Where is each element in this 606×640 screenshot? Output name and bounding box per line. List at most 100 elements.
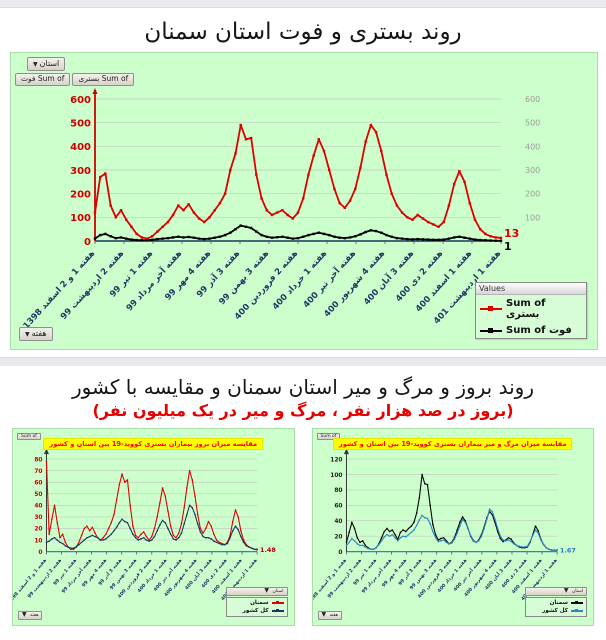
sum-of-deaths-button[interactable]: Sum of فوت (15, 73, 71, 86)
legend-item-hospitalized: Sum of بستری (476, 295, 586, 322)
legend-box: سمنان کل کشور (525, 597, 587, 617)
week-filter-label: هفته (329, 613, 338, 619)
section-title: روند بروز و مرگ و میر استان سمنان و مقای… (72, 375, 534, 399)
mortality-value-button[interactable]: Sum of (316, 433, 341, 441)
incidence-chart-legend: استان ▼ سمنان کل کشور (225, 577, 288, 617)
svg-text:100: 100 (330, 473, 342, 479)
window-top-strip (0, 0, 606, 8)
legend-item-country: کل کشور (230, 607, 284, 615)
filter-dropdown-icon: ▼ (264, 587, 269, 595)
legend-item-country: کل کشور (529, 607, 583, 615)
country-series-marker (271, 608, 284, 612)
legend-box: سمنان کل کشور (225, 597, 288, 617)
legend-label-country: کل کشور (542, 608, 568, 614)
svg-text:80: 80 (34, 457, 42, 463)
mortality-chart-legend: استان ▼ سمنان کل کشور (525, 577, 587, 617)
week-filter-label: هفته (31, 329, 47, 339)
svg-text:400: 400 (70, 142, 91, 153)
svg-text:هفته 3 بهمن 99: هفته 3 بهمن 99 (217, 249, 271, 307)
sum-of-hospitalized-button[interactable]: Sum of بستری (72, 73, 135, 86)
svg-text:20: 20 (34, 527, 42, 533)
pivot-value-buttons: Sum of فوت Sum of بستری (15, 73, 135, 86)
svg-text:80: 80 (334, 488, 342, 494)
svg-text:1: 1 (504, 240, 512, 253)
mortality-province-filter-button[interactable]: استان ▼ (525, 587, 587, 596)
svg-text:100: 100 (525, 213, 540, 222)
filter-dropdown-icon: ▼ (22, 611, 27, 619)
svg-text:600: 600 (70, 95, 91, 106)
semnan-series-marker (571, 600, 583, 604)
svg-text:0: 0 (84, 237, 91, 248)
country-series-marker (571, 608, 583, 612)
page-title: روند بستری و فوت استان سمنان (144, 19, 462, 45)
legend-item-semnan: سمنان (230, 599, 284, 607)
filter-dropdown-icon: ▼ (563, 587, 569, 595)
svg-text:هفته 2 دی 400: هفته 2 دی 400 (500, 558, 528, 590)
filter-dropdown-icon: ▼ (33, 61, 38, 68)
mortality-chart-title: مقایسه میزان مرگ و میر بیماران بستری کوو… (332, 438, 573, 450)
svg-text:0: 0 (338, 550, 342, 556)
svg-text:300: 300 (525, 166, 540, 175)
svg-text:10: 10 (34, 538, 42, 544)
filter-dropdown-icon: ▼ (321, 611, 327, 619)
week-filter-button[interactable]: هفته▼ (19, 327, 53, 341)
province-filter-button[interactable]: استان▼ (27, 57, 66, 71)
incidence-chart-title: مقایسه میزان بروز بیماران بستری کووید-19… (43, 438, 264, 450)
semnan-series-marker (271, 600, 284, 604)
section-divider (0, 357, 606, 366)
province-filter-label: استان (272, 589, 284, 595)
legend-label-semnan: سمنان (549, 600, 568, 606)
incidence-week-filter-button[interactable]: هفته ▼ (18, 611, 43, 620)
legend-label-country: کل کشور (242, 608, 269, 614)
svg-text:500: 500 (525, 119, 540, 128)
mortality-week-filter-button[interactable]: هفته ▼ (317, 611, 342, 620)
hospitalized-series-marker (480, 306, 502, 311)
legend-label-semnan: سمنان (250, 600, 269, 606)
svg-text:هفته 1 خرداد 400: هفته 1 خرداد 400 (271, 249, 330, 312)
svg-text:70: 70 (34, 469, 42, 475)
province-filter-label: استان (571, 589, 583, 595)
svg-text:500: 500 (70, 118, 91, 129)
incidence-province-filter-button[interactable]: استان ▼ (225, 587, 288, 596)
svg-text:120: 120 (330, 457, 342, 463)
filter-dropdown-icon: ▼ (25, 331, 30, 339)
svg-text:100: 100 (70, 213, 91, 224)
svg-text:هفته 3 آبان 400: هفته 3 آبان 400 (361, 247, 417, 307)
svg-text:200: 200 (70, 189, 91, 200)
svg-text:13: 13 (504, 227, 519, 240)
legend-label-deaths: Sum of فوت (506, 325, 572, 336)
main-chart-legend: Values Sum of بستری Sum of فوت (475, 282, 587, 339)
mortality-chart-panel: 0 20 40 60 80 100 120 هفته 1 و 2 اسفند 1398 هفته… (311, 428, 594, 626)
main-chart-panel: 0 100 100 200 200 300 300 400 400 500 500 600 600 هفت… (10, 52, 598, 350)
svg-text:60: 60 (334, 504, 342, 510)
main-chart: 0 100 100 200 200 300 300 400 400 500 500 600 600 هفت… (22, 88, 540, 331)
svg-text:1.48: 1.48 (260, 546, 276, 554)
svg-text:600: 600 (525, 95, 540, 104)
svg-text:300: 300 (70, 166, 91, 177)
incidence-chart-panel: 0 10 20 30 40 50 60 70 80 هفته 1 و 2 اسفند 1398 هف… (12, 428, 295, 626)
svg-text:400: 400 (525, 142, 540, 151)
week-filter-label: هفته (30, 613, 39, 619)
small-charts-row: 0 10 20 30 40 50 60 70 80 هفته 1 و 2 اسفند 1398 هف… (0, 428, 606, 626)
svg-text:200: 200 (525, 190, 540, 199)
incidence-value-button[interactable]: Sum of (17, 433, 41, 441)
svg-text:40: 40 (334, 519, 342, 525)
svg-text:هفته 3 بهمن 99: هفته 3 بهمن 99 (408, 558, 437, 591)
province-filter-label: استان (39, 59, 60, 68)
svg-text:40: 40 (34, 504, 42, 510)
svg-text:هفته 3 بهمن 99: هفته 3 بهمن 99 (109, 558, 138, 591)
svg-text:20: 20 (334, 534, 342, 540)
svg-text:50: 50 (34, 492, 42, 498)
svg-text:60: 60 (34, 480, 42, 486)
legend-header: Values (476, 283, 586, 295)
legend-item-semnan: سمنان (529, 599, 583, 607)
legend-item-deaths: Sum of فوت (476, 322, 586, 338)
svg-text:هفته آخر تیر 400: هفته آخر تیر 400 (300, 247, 358, 310)
svg-text:1.67: 1.67 (560, 546, 576, 554)
svg-text:هفته 2 دی 400: هفته 2 دی 400 (201, 558, 229, 590)
legend-label-hospitalized: Sum of بستری (506, 298, 546, 320)
svg-text:30: 30 (34, 515, 42, 521)
svg-text:0: 0 (38, 550, 42, 556)
